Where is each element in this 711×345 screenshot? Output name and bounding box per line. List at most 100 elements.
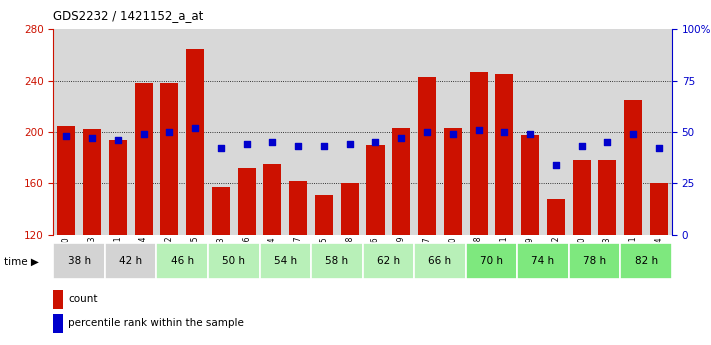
Text: 82 h: 82 h (634, 256, 658, 266)
Text: 66 h: 66 h (428, 256, 451, 266)
Bar (53, 29, 79, 235)
Bar (599, 160, 616, 235)
Point (473, 127, 484, 133)
Bar (315, 195, 333, 235)
Bar (341, 183, 359, 235)
Bar (646, 29, 672, 235)
Bar (105, 29, 131, 235)
Point (395, 135, 407, 141)
Bar (440, 29, 466, 235)
Bar (650, 183, 668, 235)
Text: 50 h: 50 h (223, 256, 245, 266)
Bar (418, 77, 436, 235)
Bar (260, 244, 311, 279)
Text: GDS2232 / 1421152_a_at: GDS2232 / 1421152_a_at (53, 9, 203, 22)
Bar (160, 83, 178, 235)
Bar (212, 187, 230, 235)
Text: 42 h: 42 h (119, 256, 142, 266)
Bar (109, 140, 127, 235)
Text: 74 h: 74 h (531, 256, 555, 266)
Bar (517, 244, 569, 279)
Bar (182, 29, 208, 235)
Point (653, 146, 665, 151)
Bar (569, 29, 594, 235)
Point (189, 125, 201, 131)
Bar (289, 181, 307, 235)
Bar (620, 244, 672, 279)
Point (138, 131, 149, 137)
Bar (363, 244, 414, 279)
Bar (311, 29, 337, 235)
Bar (208, 29, 234, 235)
Text: 62 h: 62 h (377, 256, 400, 266)
Point (602, 139, 613, 145)
Bar (237, 168, 256, 235)
Point (576, 144, 587, 149)
Bar (414, 244, 466, 279)
Bar (496, 74, 513, 235)
Bar (444, 128, 462, 235)
Bar (624, 100, 642, 235)
Text: count: count (68, 294, 97, 304)
Bar (363, 29, 388, 235)
Point (86, 135, 97, 141)
Bar (569, 244, 620, 279)
Bar (156, 29, 182, 235)
Bar (547, 199, 565, 235)
Point (628, 131, 639, 137)
Bar (131, 29, 156, 235)
Bar (105, 244, 156, 279)
Bar (337, 29, 363, 235)
Bar (208, 244, 260, 279)
Bar (156, 244, 208, 279)
Bar (572, 160, 591, 235)
Point (267, 139, 278, 145)
Bar (594, 29, 620, 235)
Bar (620, 29, 646, 235)
Bar (469, 72, 488, 235)
Point (344, 141, 356, 147)
Point (370, 139, 381, 145)
Point (215, 146, 227, 151)
Point (241, 141, 252, 147)
Point (422, 129, 433, 135)
Point (525, 131, 536, 137)
Bar (388, 29, 414, 235)
Text: time ▶: time ▶ (4, 256, 38, 266)
Point (60, 133, 72, 139)
Bar (285, 29, 311, 235)
Bar (53, 244, 105, 279)
Bar (466, 29, 491, 235)
Bar (517, 29, 543, 235)
Bar (79, 29, 105, 235)
Text: 38 h: 38 h (68, 256, 91, 266)
Text: 46 h: 46 h (171, 256, 194, 266)
Bar (260, 29, 285, 235)
Text: 54 h: 54 h (274, 256, 297, 266)
Point (550, 162, 562, 168)
Point (164, 129, 175, 135)
Bar (186, 49, 204, 235)
Bar (543, 29, 569, 235)
Bar (57, 126, 75, 235)
Bar (366, 145, 385, 235)
Point (112, 137, 124, 143)
Bar (263, 164, 282, 235)
Bar (466, 244, 517, 279)
Point (498, 129, 510, 135)
Text: 70 h: 70 h (480, 256, 503, 266)
Text: 58 h: 58 h (325, 256, 348, 266)
Bar (234, 29, 260, 235)
Bar (392, 128, 410, 235)
Bar (311, 244, 363, 279)
Point (292, 144, 304, 149)
Point (447, 131, 459, 137)
Bar (491, 29, 517, 235)
Point (319, 144, 330, 149)
Bar (134, 83, 153, 235)
Text: 78 h: 78 h (583, 256, 606, 266)
Bar (83, 129, 101, 235)
Bar (521, 135, 539, 235)
Bar (414, 29, 440, 235)
Text: percentile rank within the sample: percentile rank within the sample (68, 318, 244, 328)
